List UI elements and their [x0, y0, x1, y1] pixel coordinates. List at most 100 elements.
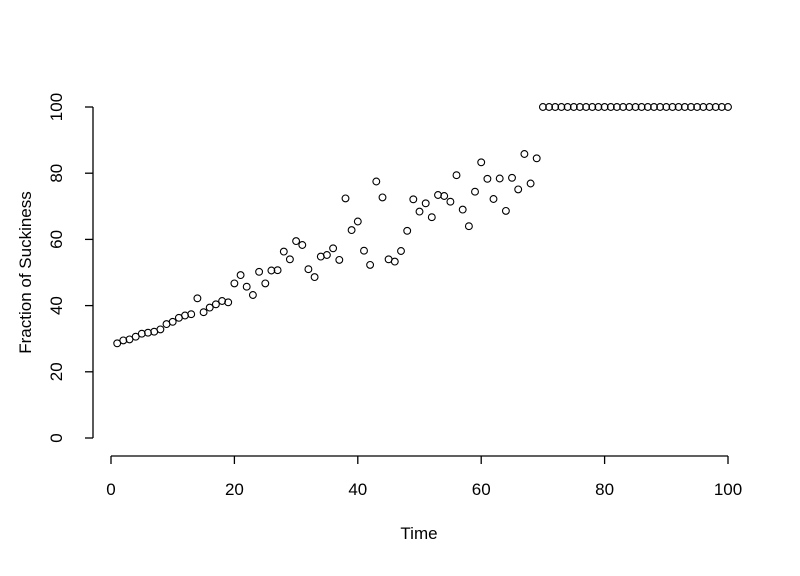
data-point [600, 103, 609, 111]
data-point [360, 246, 368, 255]
data-point [711, 103, 720, 111]
data-point [452, 171, 461, 180]
data-point [156, 325, 165, 334]
data-point [477, 158, 486, 167]
data-point [168, 317, 177, 326]
y-tick-label: 100 [47, 93, 66, 121]
data-point [211, 300, 220, 309]
data-point [131, 332, 140, 341]
data-point [699, 103, 708, 111]
data-point [366, 260, 375, 269]
data-point [526, 179, 535, 188]
data-point [242, 282, 251, 291]
y-tick-label: 80 [47, 164, 66, 183]
data-point [322, 251, 331, 259]
y-axis-title: Fraction of Suckiness [16, 191, 35, 354]
data-point [298, 241, 307, 249]
data-point [668, 103, 677, 111]
data-point [421, 199, 430, 208]
data-point [687, 103, 695, 111]
data-point [427, 213, 436, 222]
data-point [353, 217, 362, 226]
data-point [335, 255, 344, 264]
data-point [236, 271, 245, 280]
data-point [557, 103, 566, 111]
data-point [397, 247, 405, 255]
data-point [304, 265, 313, 274]
data-point [582, 103, 591, 111]
data-point [113, 339, 122, 348]
x-tick-label: 100 [714, 480, 742, 499]
data-point [181, 311, 189, 320]
data-point [193, 294, 202, 303]
data-point [230, 279, 239, 288]
x-axis-title: Time [400, 524, 437, 543]
data-point [693, 103, 702, 111]
data-point [378, 193, 387, 202]
data-point [612, 103, 621, 111]
data-point [187, 310, 196, 319]
data-point [341, 194, 350, 203]
data-point [594, 103, 603, 111]
data-point [471, 187, 479, 196]
data-point [724, 103, 732, 111]
data-point [514, 185, 523, 194]
x-tick-label: 0 [106, 480, 115, 499]
data-point [643, 103, 652, 111]
data-point [458, 205, 467, 214]
data-point [273, 266, 282, 275]
data-point [267, 266, 276, 275]
y-tick-label: 20 [47, 362, 66, 381]
data-point [248, 291, 257, 299]
data-point [292, 237, 301, 246]
data-point [606, 103, 615, 111]
data-point [390, 257, 399, 266]
data-point [508, 173, 516, 182]
data-point [483, 174, 492, 183]
data-point [656, 103, 665, 111]
y-tick-label: 0 [47, 433, 66, 442]
data-point [545, 103, 554, 111]
data-point [347, 226, 356, 235]
x-tick-label: 20 [225, 480, 244, 499]
data-point [409, 195, 418, 204]
data-point [446, 197, 455, 206]
data-point [489, 195, 498, 203]
data-point [255, 267, 264, 276]
data-point [631, 103, 640, 111]
data-point [538, 103, 547, 111]
data-point [501, 206, 510, 215]
data-point [588, 103, 597, 111]
data-point [705, 103, 714, 111]
data-point [575, 103, 584, 111]
x-tick-label: 80 [595, 480, 614, 499]
data-point [532, 154, 541, 163]
data-point [650, 103, 658, 111]
data-point [619, 103, 628, 111]
x-tick-label: 40 [348, 480, 367, 499]
data-point [279, 247, 288, 256]
data-point [662, 103, 671, 111]
y-tick-label: 40 [47, 296, 66, 315]
data-point [415, 207, 424, 216]
data-point [403, 226, 412, 235]
data-point [495, 174, 504, 183]
data-point [329, 244, 338, 253]
data-point [372, 177, 381, 186]
data-point [625, 103, 634, 111]
data-point [199, 308, 208, 317]
data-point [563, 103, 572, 111]
data-point [224, 298, 233, 307]
data-point [680, 103, 689, 111]
data-point [551, 103, 560, 111]
data-point [717, 103, 726, 111]
data-point [285, 255, 294, 264]
data-point [569, 103, 578, 111]
data-point [205, 303, 214, 312]
plot-area: 0 20 40 60 80 100 0 20 40 60 80 100 [47, 93, 742, 499]
data-point [674, 103, 683, 111]
x-tick-label: 60 [472, 480, 491, 499]
data-point [520, 150, 529, 158]
